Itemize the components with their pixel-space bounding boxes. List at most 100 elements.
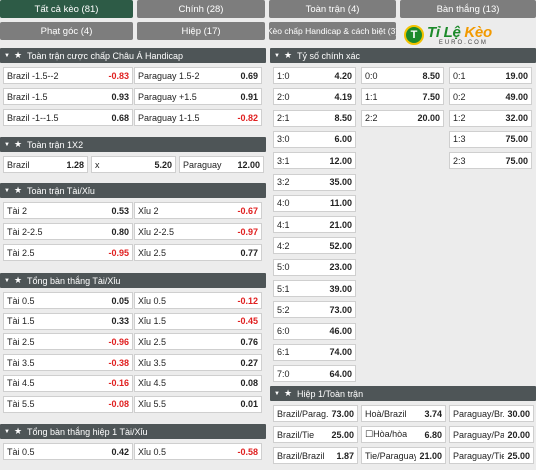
logo-text-b: Kèo	[464, 23, 492, 41]
odds-cell[interactable]: 6:1 74.00	[273, 343, 356, 361]
odds-cell[interactable]: 0:0 8.50	[361, 67, 444, 84]
odds-cell[interactable]: 4:1 21.00	[273, 216, 356, 234]
odds-cell[interactable]: Tài 2-2.5 0.80	[3, 223, 133, 240]
odds-cell[interactable]: 0:1 19.00	[449, 67, 532, 84]
odds-cell[interactable]: Xỉu 4.5 0.08	[134, 374, 262, 392]
odds-cell[interactable]: Xỉu 2-2.5 -0.97	[134, 223, 262, 240]
odds-cell[interactable]: 5:0 23.00	[273, 258, 356, 276]
odds-value: 21.00	[329, 219, 352, 230]
odds-label: ☐Hòa/hòa	[365, 429, 408, 439]
odds-cell[interactable]: 2:0 4.19	[273, 88, 356, 106]
odds-value: -0.12	[237, 295, 258, 306]
odds-value: 0.27	[240, 357, 258, 368]
odds-cell[interactable]: Paraguay/Tie 25.00	[449, 447, 534, 464]
odds-cell[interactable]: 1:2 32.00	[449, 109, 532, 127]
odds-value: -0.38	[108, 357, 129, 368]
odds-cell[interactable]: 2:3 75.00	[449, 152, 532, 170]
odds-cell[interactable]: Xỉu 0.5 -0.58	[134, 443, 262, 460]
star-icon[interactable]: ★	[283, 50, 293, 60]
odds-cell[interactable]: Brazil/Parag... 73.00	[273, 405, 358, 422]
section-header-total-goals[interactable]: ▼ ★ Tổng bàn thắng Tài/Xỉu	[0, 273, 266, 288]
odds-cell[interactable]: Brazil -1--1.5 0.68	[3, 109, 133, 126]
odds-cell[interactable]: Tài 3.5 -0.38	[3, 354, 133, 372]
odds-value: 46.00	[329, 326, 352, 337]
star-icon[interactable]: ★	[13, 185, 23, 195]
odds-cell[interactable]: 4:2 52.00	[273, 237, 356, 255]
odds-label: 0:1	[453, 70, 466, 81]
tab-goals[interactable]: Bàn thắng (13)	[400, 0, 536, 18]
tab-main[interactable]: Chính (28)	[137, 0, 265, 18]
tab-all-odds[interactable]: Tất cả kèo (81)	[0, 0, 133, 18]
odds-cell[interactable]: Xỉu 5.5 0.01	[134, 395, 262, 413]
odds-cell[interactable]: 3:1 12.00	[273, 152, 356, 170]
odds-cell[interactable]: 3:0 6.00	[273, 130, 356, 148]
odds-cell[interactable]: Tie/Paraguay 21.00	[361, 447, 446, 464]
odds-value: 0.53	[111, 205, 129, 216]
odds-cell[interactable]: 4:0 11.00	[273, 194, 356, 212]
odds-cell[interactable]: Brazil 1.28	[3, 156, 88, 173]
odds-cell[interactable]: Paraguay 1-1.5 -0.82	[134, 109, 262, 126]
odds-cell[interactable]: Paraguay/Pa...20.00	[449, 426, 534, 443]
section-header-htft[interactable]: ▼ ★ Hiệp 1/Toàn trận	[270, 386, 536, 401]
odds-cell[interactable]: Tài 2 0.53	[3, 202, 133, 219]
odds-value: 75.00	[505, 134, 528, 145]
odds-cell[interactable]: Tài 1.5 0.33	[3, 312, 133, 330]
odds-cell[interactable]: Brazil/Brazil 1.87	[273, 447, 358, 464]
odds-cell[interactable]: 0:2 49.00	[449, 88, 532, 106]
tab-full-match[interactable]: Toàn trận (4)	[269, 0, 396, 18]
odds-cell[interactable]: 2:1 8.50	[273, 109, 356, 127]
odds-label: Paraguay/Tie	[453, 450, 505, 461]
section-header-total-goals-h1[interactable]: ▼ ★ Tổng bàn thắng hiệp 1 Tài/Xỉu	[0, 424, 266, 439]
odds-label: 6:1	[277, 347, 290, 358]
star-icon[interactable]: ★	[13, 275, 23, 285]
odds-cell[interactable]: Xỉu 2.5 0.77	[134, 244, 262, 261]
odds-cell[interactable]: 7:0 64.00	[273, 365, 356, 383]
star-icon[interactable]: ★	[283, 388, 293, 398]
section-header-taixiu[interactable]: ▼ ★ Toàn trận Tài/Xỉu	[0, 183, 266, 198]
odds-cell[interactable]: 1:3 75.00	[449, 130, 532, 148]
star-icon[interactable]: ★	[13, 426, 23, 436]
odds-cell[interactable]: Paraguay 12.00	[179, 156, 264, 173]
section-header-handicap[interactable]: ▼ ★ Toàn trận cược chấp Châu Á Handicap	[0, 48, 266, 63]
odds-cell[interactable]: 5:1 39.00	[273, 280, 356, 297]
odds-cell[interactable]: Tài 0.5 0.42	[3, 443, 133, 460]
odds-cell[interactable]: Tài 4.5 -0.16	[3, 374, 133, 392]
odds-cell[interactable]: ☐Hòa/hòa 6.80	[361, 426, 446, 443]
odds-cell[interactable]: Brazil -1.5 0.93	[3, 88, 133, 105]
odds-cell[interactable]: Brazil/Tie 25.00	[273, 426, 358, 443]
odds-cell[interactable]: Xỉu 1.5 -0.45	[134, 312, 262, 330]
section-header-correct-score[interactable]: ▼ ★ Tỷ số chính xác	[270, 48, 536, 63]
odds-cell[interactable]: x 5.20	[91, 156, 176, 173]
odds-cell[interactable]: Brazil -1.5--2 -0.83	[3, 67, 133, 84]
odds-cell[interactable]: 1:0 4.20	[273, 67, 356, 84]
odds-label: x	[95, 159, 100, 170]
odds-label: Tài 2.5	[7, 247, 35, 258]
odds-cell[interactable]: Paraguay +1.5 0.91	[134, 88, 262, 105]
odds-cell[interactable]: Tài 2.5 -0.95	[3, 244, 133, 261]
star-icon[interactable]: ★	[13, 139, 23, 149]
odds-label: Brazil -1.5--2	[7, 70, 59, 81]
tab-handicap-margin[interactable]: Kèo chấp Handicap & cách biệt (3)	[269, 22, 396, 40]
odds-cell[interactable]: 3:2 35.00	[273, 173, 356, 191]
odds-cell[interactable]: 5:2 73.00	[273, 301, 356, 319]
odds-cell[interactable]: Xỉu 3.5 0.27	[134, 354, 262, 372]
odds-cell[interactable]: Tài 5.5 -0.08	[3, 395, 133, 413]
odds-cell[interactable]: Paraguay/Br... 30.00	[449, 405, 534, 422]
odds-cell[interactable]: 2:2 20.00	[361, 109, 444, 127]
odds-value: 32.00	[505, 113, 528, 124]
odds-cell[interactable]: Paraguay 1.5-2 0.69	[134, 67, 262, 84]
odds-label: Xỉu 2.5	[138, 336, 167, 347]
odds-value: 0.08	[240, 378, 258, 389]
odds-cell[interactable]: Xỉu 0.5 -0.12	[134, 292, 262, 309]
odds-cell[interactable]: 1:1 7.50	[361, 88, 444, 106]
odds-cell[interactable]: 6:0 46.00	[273, 322, 356, 340]
odds-cell[interactable]: Tài 2.5 -0.96	[3, 333, 133, 351]
odds-cell[interactable]: Xỉu 2 -0.67	[134, 202, 262, 219]
odds-cell[interactable]: Hoà/Brazil 3.74	[361, 405, 446, 422]
odds-cell[interactable]: Xỉu 2.5 0.76	[134, 333, 262, 351]
tab-halves[interactable]: Hiệp (17)	[137, 22, 265, 40]
odds-cell[interactable]: Tài 0.5 0.05	[3, 292, 133, 309]
tab-corners[interactable]: Phạt góc (4)	[0, 22, 133, 40]
section-header-1x2[interactable]: ▼ ★ Toàn trận 1X2	[0, 137, 266, 152]
star-icon[interactable]: ★	[13, 50, 23, 60]
